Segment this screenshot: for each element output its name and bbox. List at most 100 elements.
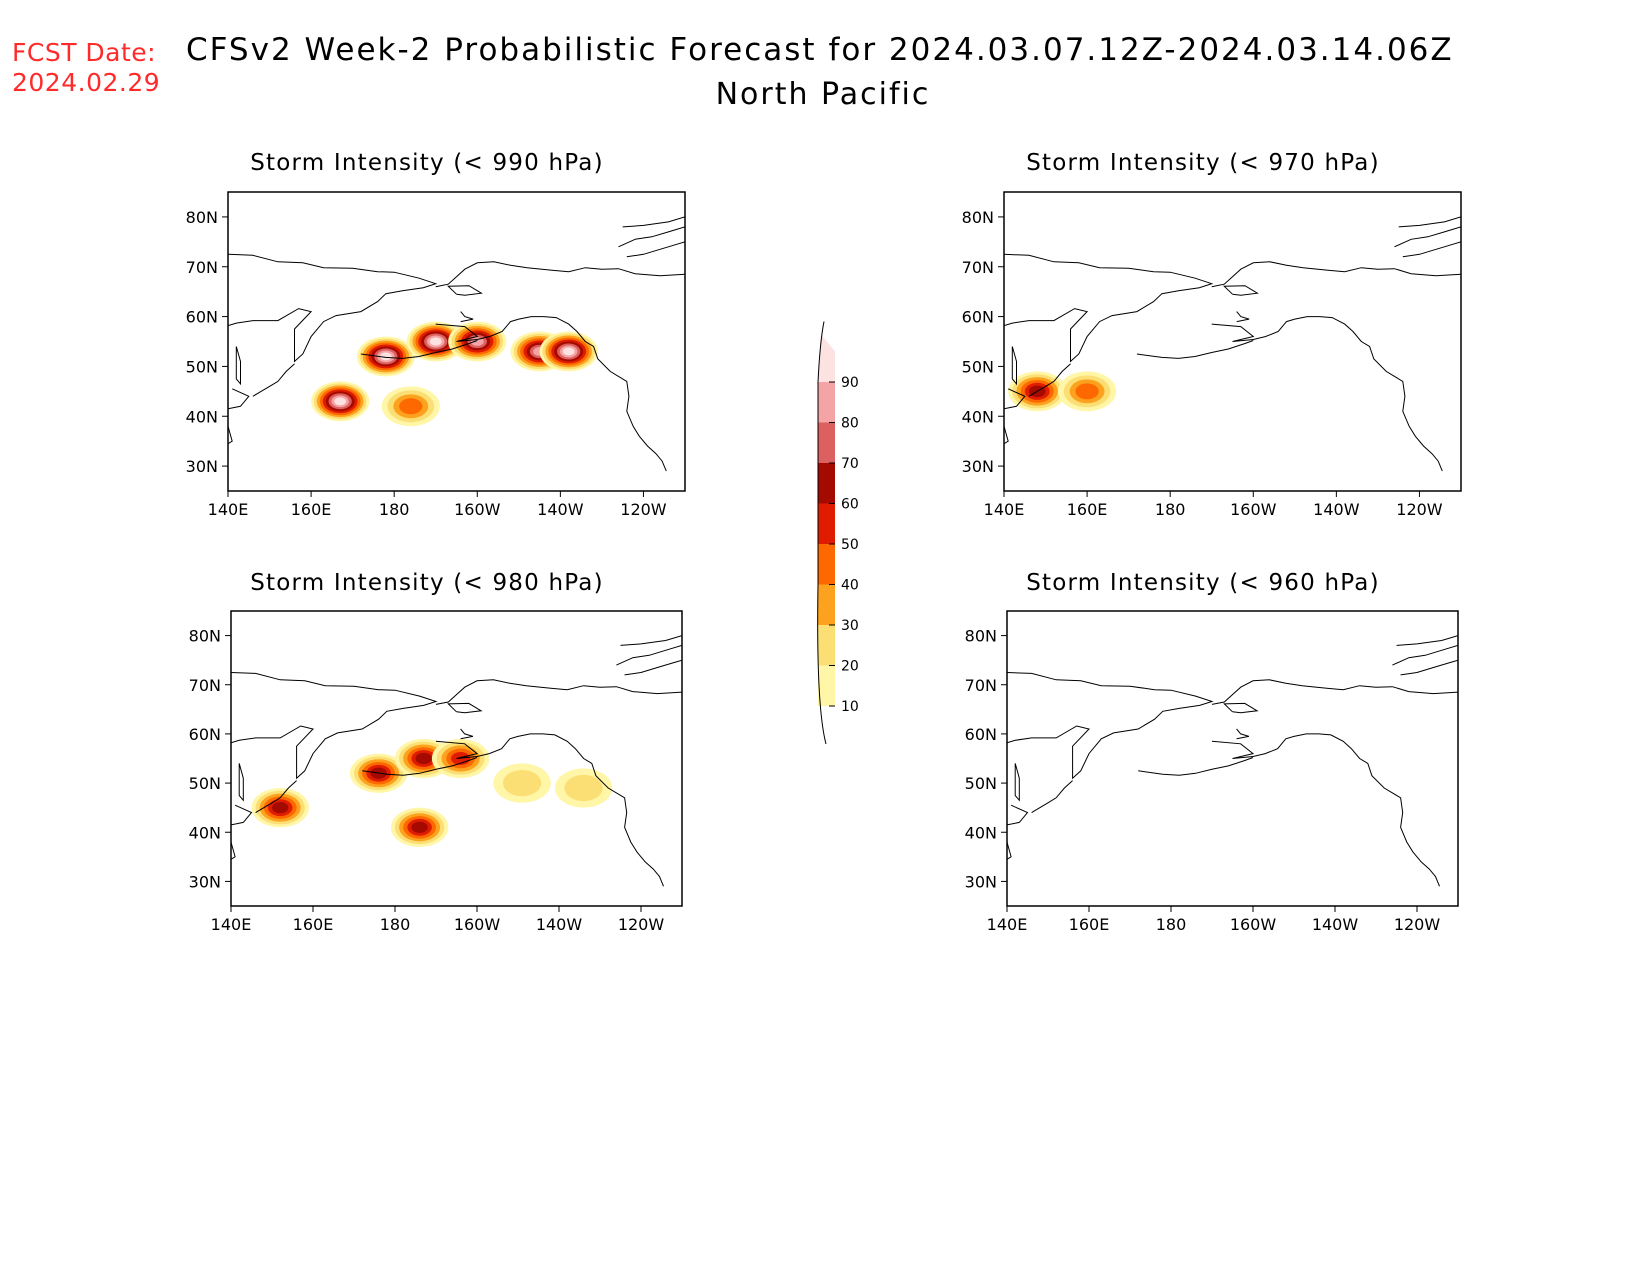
coastline: [235, 346, 241, 386]
lat-tick-label: 80N: [186, 208, 218, 227]
lat-tick-label: 50N: [189, 774, 221, 793]
prob-blob: [493, 763, 551, 803]
coastline: [252, 363, 295, 397]
coastline: [435, 679, 682, 705]
coastline: [1031, 780, 1073, 814]
prob-contour-90: [429, 337, 442, 346]
lon-tick-label: 140W: [537, 500, 584, 519]
lon-tick-label: 160E: [291, 500, 332, 519]
lon-tick-label: 120W: [620, 500, 667, 519]
fcst-date: FCST Date: 2024.02.29: [12, 38, 160, 98]
map-panel-0: 140E 160E 180 160W 140W 120W 80N 70N 60N 50N 40N 30…: [186, 191, 686, 519]
panel-title-990: Storm Intensity (< 990 hPa): [250, 150, 604, 176]
coastline: [1211, 261, 1461, 288]
colorbar-label: 60: [841, 497, 859, 513]
colorbar-swatch: [818, 382, 835, 423]
coastline: [435, 261, 685, 288]
lat-tick-label: 40N: [186, 407, 218, 426]
map-panel-2: 140E 160E 180 160W 140W 120W 80N 70N 60N 50N 40N 30…: [189, 610, 683, 934]
coastline: [255, 780, 297, 814]
lat-tick-label: 80N: [965, 627, 997, 646]
coastline: [446, 285, 483, 296]
map-content: [1007, 635, 1458, 887]
coastline: [447, 702, 483, 714]
coastline: [1007, 804, 1029, 860]
lat-tick-label: 70N: [186, 258, 218, 277]
colorbar-label: 80: [841, 416, 859, 432]
coastline: [1223, 702, 1259, 714]
colorbar-label: 50: [841, 537, 859, 553]
colorbar-swatch: [818, 335, 835, 382]
lat-tick-label: 60N: [962, 308, 994, 327]
prob-contour-60: [415, 752, 432, 765]
colorbar-label: 30: [841, 618, 859, 634]
coastline: [460, 728, 474, 740]
figure-subtitle: North Pacific: [0, 77, 1650, 112]
colorbar-label: 70: [841, 456, 859, 472]
figure-title: CFSv2 Week-2 Probabilistic Forecast for …: [186, 32, 1454, 68]
coastline: [360, 340, 478, 359]
panel-title-980: Storm Intensity (< 980 hPa): [250, 570, 604, 596]
colorbar-swatch: [818, 422, 835, 463]
coastline: [1236, 311, 1250, 323]
prob-contour-80: [470, 337, 484, 346]
coastline: [1222, 285, 1259, 296]
fcst-date-value: 2024.02.29: [12, 68, 161, 97]
coastline: [1138, 757, 1254, 776]
lat-tick-label: 50N: [965, 774, 997, 793]
lon-tick-label: 160W: [454, 500, 501, 519]
colorbar-swatch: [818, 503, 835, 544]
lat-tick-label: 60N: [965, 725, 997, 744]
prob-contour-40: [1075, 383, 1099, 400]
prob-contour-60: [411, 821, 428, 833]
lon-tick-label: 160E: [293, 915, 334, 934]
coastline: [1028, 363, 1071, 397]
prob-blob: [356, 336, 415, 377]
coastline: [1004, 388, 1026, 445]
lat-tick-label: 50N: [186, 357, 218, 376]
lon-tick-label: 120W: [618, 915, 665, 934]
prob-blob: [539, 331, 598, 372]
lon-tick-label: 140W: [1312, 915, 1359, 934]
map-frame: [1006, 610, 1459, 907]
fcst-date-label: FCST Date:: [12, 38, 157, 67]
coastline: [616, 644, 682, 666]
lon-tick-label: 160E: [1069, 915, 1110, 934]
lon-tick-label: 180: [1156, 915, 1187, 934]
lon-tick-label: 180: [380, 915, 411, 934]
coastline: [1392, 644, 1458, 666]
coastline: [1011, 346, 1017, 386]
coastline: [228, 388, 250, 445]
lon-tick-label: 180: [1155, 500, 1186, 519]
colorbar-label: 40: [841, 578, 859, 594]
lon-tick-label: 160E: [1067, 500, 1108, 519]
colorbar-swatch: [818, 584, 835, 625]
coastline: [624, 659, 682, 676]
coastline: [620, 635, 682, 646]
lon-tick-label: 180: [379, 500, 410, 519]
coastline: [1400, 659, 1458, 676]
colorbar-swatch: [818, 625, 835, 666]
colorbar-swatch: [818, 544, 835, 585]
lon-tick-label: 140E: [211, 915, 252, 934]
prob-blob: [1058, 371, 1117, 412]
lat-tick-label: 80N: [189, 627, 221, 646]
prob-blob: [381, 386, 440, 427]
prob-contour-90: [334, 397, 346, 406]
lat-tick-label: 70N: [965, 676, 997, 695]
prob-blob: [390, 807, 449, 847]
coastline: [362, 757, 478, 776]
map-frame: [230, 610, 683, 907]
lon-tick-label: 140E: [984, 500, 1025, 519]
lon-tick-label: 160W: [1230, 915, 1277, 934]
lat-tick-label: 60N: [189, 725, 221, 744]
coastline: [1004, 253, 1214, 363]
lat-tick-label: 70N: [189, 676, 221, 695]
map-panel-3: 140E 160E 180 160W 140W 120W 80N 70N 60N 50N 40N 30…: [965, 610, 1459, 934]
coastline: [1236, 728, 1250, 740]
lat-tick-label: 40N: [965, 823, 997, 842]
prob-contour-90: [562, 347, 575, 356]
lon-tick-label: 160W: [1230, 500, 1277, 519]
map-content: [231, 635, 682, 887]
